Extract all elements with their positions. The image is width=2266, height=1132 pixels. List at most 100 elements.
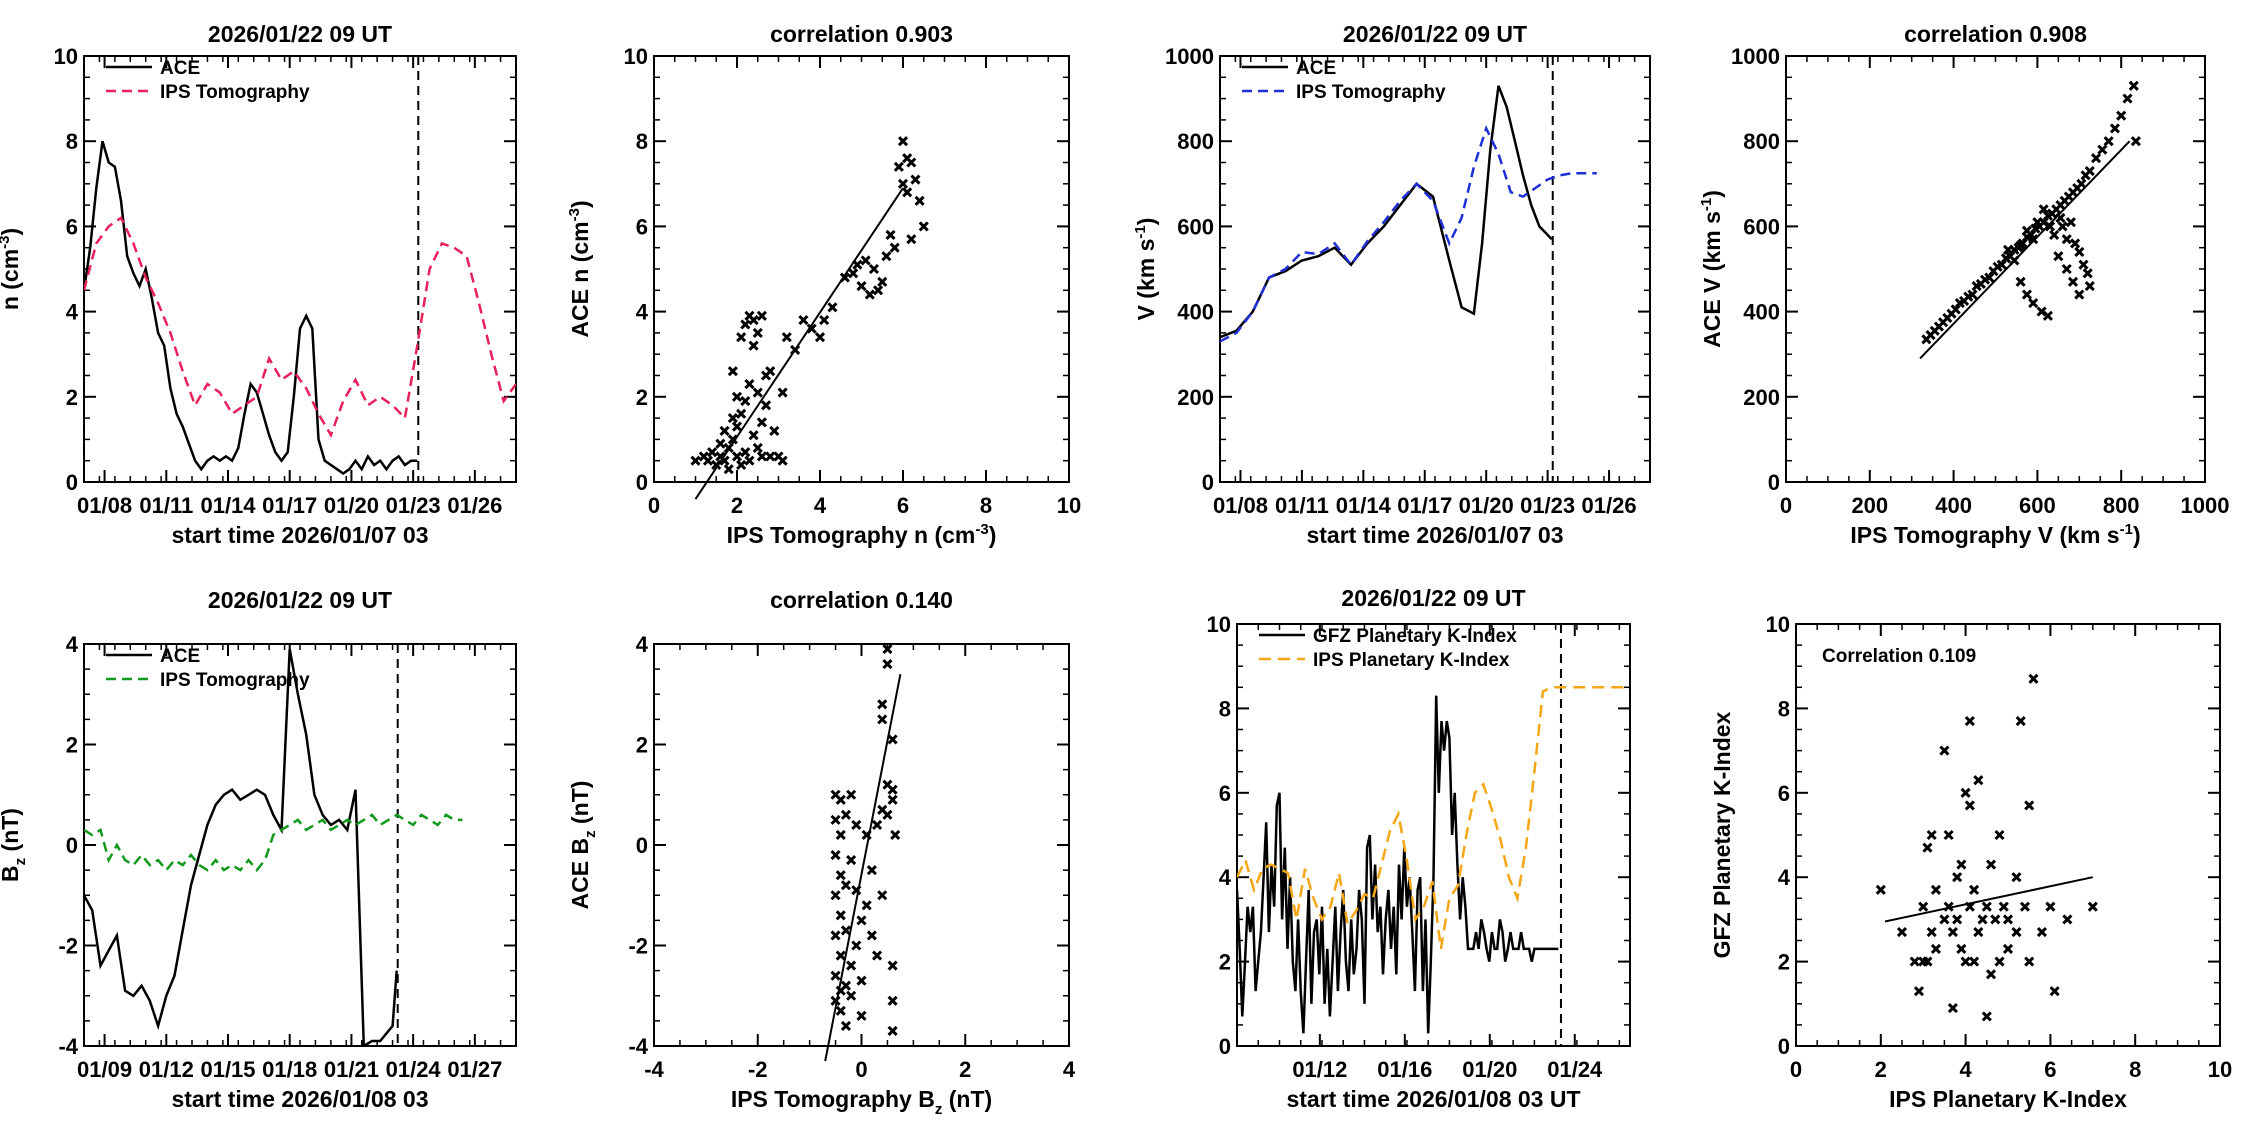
scatter-point: [777, 455, 788, 466]
legend-label: IPS Planetary K-Index: [1313, 650, 1510, 671]
scatter-point: [740, 395, 751, 407]
y-tick-label: 4: [1778, 865, 1791, 890]
scatter-point: [1956, 943, 1967, 955]
x-tick-label: 01/27: [447, 1057, 502, 1082]
x-tick-label: 01/08: [1213, 493, 1268, 518]
scatter-point: [1922, 956, 1933, 967]
scatter-point: [2011, 872, 2022, 883]
x-axis-label: IPS Tomography Bz (nT): [731, 1086, 992, 1118]
scatter-point: [846, 990, 857, 1001]
scatter-point: [1964, 715, 1975, 727]
scatter-point: [887, 1025, 898, 1036]
x-tick-label: 01/20: [1459, 493, 1514, 518]
scatter-point: [1909, 956, 1920, 967]
panel-p1: 2026/01/22 09 UT 01/08 01/11 01/14 01/17 01/2…: [0, 21, 517, 548]
scatter-point: [897, 136, 909, 147]
scatter-point: [830, 814, 841, 825]
y-tick-label: 8: [636, 129, 648, 154]
scatter-point: [1994, 956, 2005, 967]
x-tick-label: 8: [980, 493, 992, 518]
scatter-point: [877, 276, 888, 287]
y-tick-label: 4: [66, 632, 79, 657]
scatter-point: [715, 438, 726, 449]
x-axis-label: IPS Planetary K-Index: [1889, 1086, 2127, 1112]
x-tick-label: 01/14: [200, 493, 256, 518]
x-tick-label: 01/24: [386, 1057, 442, 1082]
chart-title: 2026/01/22 09 UT: [208, 21, 392, 47]
y-tick-label: 0: [1202, 470, 1214, 495]
x-tick-label: 01/24: [1547, 1057, 1603, 1082]
y-tick-label: 4: [66, 300, 79, 325]
scatter-point: [756, 451, 767, 462]
legend-label: ACE: [160, 646, 200, 667]
scatter-point: [840, 880, 851, 891]
x-tick-label: 01/23: [386, 493, 441, 518]
x-tick-label: -2: [748, 1057, 768, 1082]
scatter-point: [2097, 144, 2108, 155]
scatter-point: [910, 174, 921, 185]
scatter-point: [1994, 829, 2005, 841]
panel-p3: 2026/01/22 09 UT 01/08 01/11 01/14 01/17 01/2…: [1132, 21, 1651, 548]
y-tick-label: 2: [66, 733, 78, 758]
scatter-point: [2070, 238, 2081, 249]
scatter-point: [748, 430, 759, 441]
scatter-point: [1918, 901, 1929, 912]
scatter-point: [2103, 136, 2114, 147]
scatter-point: [1969, 956, 1980, 967]
y-tick-label: 4: [636, 632, 649, 657]
scatter-point: [1875, 884, 1886, 895]
y-tick-label: 600: [1177, 214, 1214, 239]
scatter-point: [856, 975, 867, 986]
scatter-point: [740, 447, 751, 458]
scatter-point: [1985, 859, 1997, 870]
scatter-point: [2002, 943, 2014, 955]
scatter-point: [1977, 914, 1988, 925]
scatter-point: [2130, 136, 2141, 147]
y-tick-label: 600: [1743, 214, 1780, 239]
chart-title: 2026/01/22 09 UT: [1343, 21, 1527, 47]
scatter-point: [830, 849, 841, 861]
scatter-point: [2038, 204, 2049, 215]
legend-label: ACE: [1296, 58, 1336, 79]
scatter-point: [1996, 259, 2007, 270]
y-tick-label: 4: [1219, 865, 1232, 890]
fit-line: [824, 673, 902, 1062]
scatter-point: [1950, 304, 1961, 315]
scatter-point: [769, 425, 780, 436]
scatter-point: [889, 242, 900, 253]
x-tick-label: 6: [897, 493, 909, 518]
scatter-point: [1926, 829, 1937, 841]
scatter-point: [877, 699, 888, 710]
scatter-point: [890, 829, 901, 841]
scatter-point: [2076, 178, 2087, 189]
plot-frame: [1795, 623, 2221, 1047]
y-tick-label: -2: [628, 934, 648, 959]
x-tick-label: 2: [1875, 1057, 1887, 1082]
x-tick-label: 01/18: [262, 1057, 317, 1082]
scatter-point: [840, 925, 851, 936]
y-axis-label: GFZ Planetary K-Index: [1709, 711, 1735, 958]
x-tick-label: 01/26: [1582, 493, 1637, 518]
x-axis-label: start time 2026/01/08 03 UT: [1286, 1086, 1580, 1112]
y-tick-label: 10: [54, 44, 78, 69]
scatter-point: [752, 327, 763, 338]
chart-title: 2026/01/22 09 UT: [1341, 585, 1525, 611]
series-line-1: [1220, 125, 1597, 343]
scatter-point: [1998, 901, 2009, 912]
scatter-point: [902, 187, 913, 198]
scatter-point: [864, 289, 875, 300]
scatter-point: [877, 890, 888, 901]
scatter-point: [1960, 787, 1971, 798]
plot-frame: [83, 55, 517, 483]
scatter-point: [835, 829, 846, 841]
x-tick-label: 0: [1780, 493, 1792, 518]
scatter-point: [2019, 901, 2031, 912]
y-tick-label: 8: [66, 129, 78, 154]
x-tick-label: 01/20: [324, 493, 379, 518]
scatter-point: [2042, 310, 2053, 321]
x-tick-label: 800: [2103, 493, 2140, 518]
panel-p8: 0 2 4 6 8 10 0 2 4 6 8 10 IPS Planetary K-Index GFZ P…: [1709, 612, 2232, 1112]
scatter-point: [914, 195, 925, 206]
scatter-point: [2074, 246, 2085, 258]
